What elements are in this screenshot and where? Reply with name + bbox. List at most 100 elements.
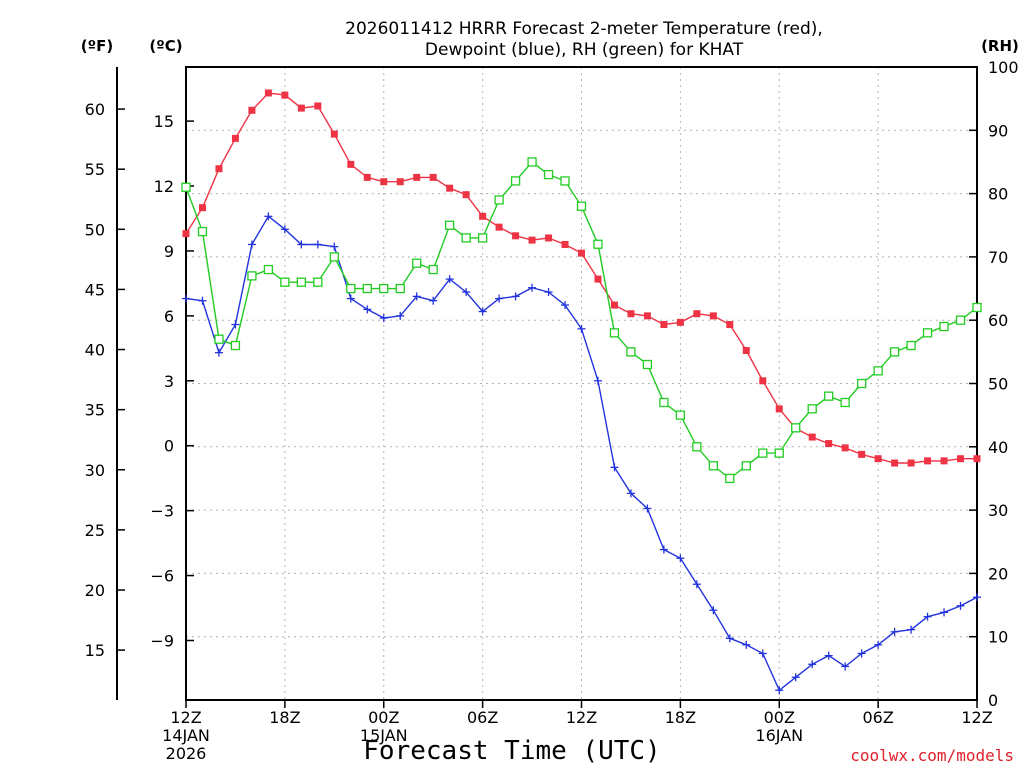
temperature-point [726, 321, 734, 329]
x-tick-label: 12Z [170, 708, 201, 727]
dewpoint-point [264, 212, 273, 221]
rh-point [181, 182, 191, 192]
fahrenheit-tick-label: 55 [85, 160, 105, 179]
rh-point [626, 347, 636, 357]
rh-tick-label: 10 [988, 628, 1008, 647]
dewpoint-point [511, 292, 520, 301]
dewpoint-point [313, 240, 322, 249]
dewpoint-point [182, 294, 190, 303]
temperature-point [973, 455, 981, 463]
temperature-point [940, 457, 948, 465]
rh-point [922, 328, 933, 338]
dewpoint-point [890, 627, 899, 636]
rh-point [774, 448, 784, 458]
dewpoint-point [940, 608, 949, 617]
rh-tick-label: 80 [988, 185, 1008, 204]
temperature-point [264, 89, 272, 97]
dewpoint-point [297, 240, 306, 249]
dewpoint-point [709, 606, 718, 615]
rh-point [494, 195, 504, 205]
x-tick-label: 06Z [467, 708, 498, 727]
celsius-tick-label: 3 [164, 372, 174, 391]
temperature-point [528, 236, 536, 244]
temperature-point [330, 130, 338, 138]
fahrenheit-tick-label: 60 [85, 100, 105, 119]
dewpoint-point [775, 686, 784, 695]
rh-point [972, 302, 982, 313]
temperature-point [676, 318, 684, 326]
dewpoint-point [791, 673, 800, 682]
dewpoint-point [874, 640, 883, 649]
rh-tick-label: 30 [988, 501, 1008, 520]
dewpoint-point [379, 314, 388, 323]
temperature-point [462, 191, 470, 199]
dewpoint-point [923, 612, 932, 621]
temperature-point [495, 223, 503, 231]
temperature-point [957, 455, 965, 463]
dewpoint-point [593, 376, 602, 385]
rh-point [708, 461, 718, 471]
fahrenheit-tick-label: 25 [85, 521, 105, 540]
dewpoint-point [676, 554, 685, 563]
dewpoint-point [478, 307, 487, 316]
rh-point [477, 233, 488, 243]
rh-point [313, 277, 323, 287]
temperature-point [627, 310, 635, 318]
chart-title-line-2: Dewpoint (blue), RH (green) for KHAT [425, 40, 744, 60]
dewpoint-point [907, 625, 916, 634]
rh-point [329, 252, 339, 262]
dewpoint-point [841, 662, 850, 671]
dewpoint-point [462, 288, 471, 297]
x-tick-year-label: 2026 [166, 744, 207, 763]
fahrenheit-tick-label: 50 [85, 220, 105, 239]
dewpoint-point [528, 283, 537, 292]
temperature-point [363, 173, 371, 181]
fahrenheit-tick-label: 15 [85, 641, 105, 660]
dewpoint-point [808, 660, 817, 669]
temperature-point [446, 184, 454, 192]
rh-point [939, 321, 949, 332]
celsius-tick-label: 0 [164, 437, 174, 456]
x-tick-label: 18Z [269, 708, 300, 727]
x-tick-label: 06Z [862, 708, 893, 727]
temperature-point [347, 160, 355, 168]
rh-point [840, 397, 850, 408]
x-tick-label: 12Z [566, 708, 597, 727]
series-layer [181, 89, 982, 695]
temperature-point [742, 346, 750, 354]
temperature-point [660, 321, 668, 329]
celsius-tick-label: 15 [154, 112, 174, 131]
temperature-point [198, 204, 206, 212]
temperature-point [561, 240, 569, 248]
temperature-point [907, 459, 915, 467]
dewpoint-point [692, 580, 701, 589]
temperature-point [512, 232, 520, 240]
credit-label: coolwx.com/models [850, 746, 1014, 765]
temperature-point [610, 301, 618, 309]
temperature-point [594, 275, 602, 283]
temperature-point [231, 134, 239, 142]
dewpoint-point [429, 296, 438, 305]
rh-point [510, 176, 521, 186]
celsius-tick-label: −3 [150, 502, 174, 521]
series-rh [181, 157, 982, 484]
rh-point [692, 442, 702, 452]
rh-point [247, 271, 257, 281]
rh-tick-label: 60 [988, 311, 1008, 330]
rh-point [527, 157, 537, 167]
rh-point [593, 239, 603, 249]
x-tick-label: 12Z [961, 708, 992, 727]
dewpoint-point [495, 294, 504, 303]
dewpoint-point [280, 225, 289, 234]
dewpoint-point [198, 296, 207, 305]
fahrenheit-tick-label: 20 [85, 581, 105, 600]
x-axis-label: Forecast Time (UTC) [363, 736, 660, 766]
rh-point [889, 347, 900, 357]
temperature-point [891, 459, 899, 467]
rh-point [725, 473, 735, 484]
temperature-point [429, 173, 437, 181]
fahrenheit-tick-label: 45 [85, 280, 105, 299]
dewpoint-point [247, 240, 256, 249]
rh-unit-label: (RH) [981, 37, 1019, 55]
celsius-tick-label: 9 [164, 242, 174, 261]
